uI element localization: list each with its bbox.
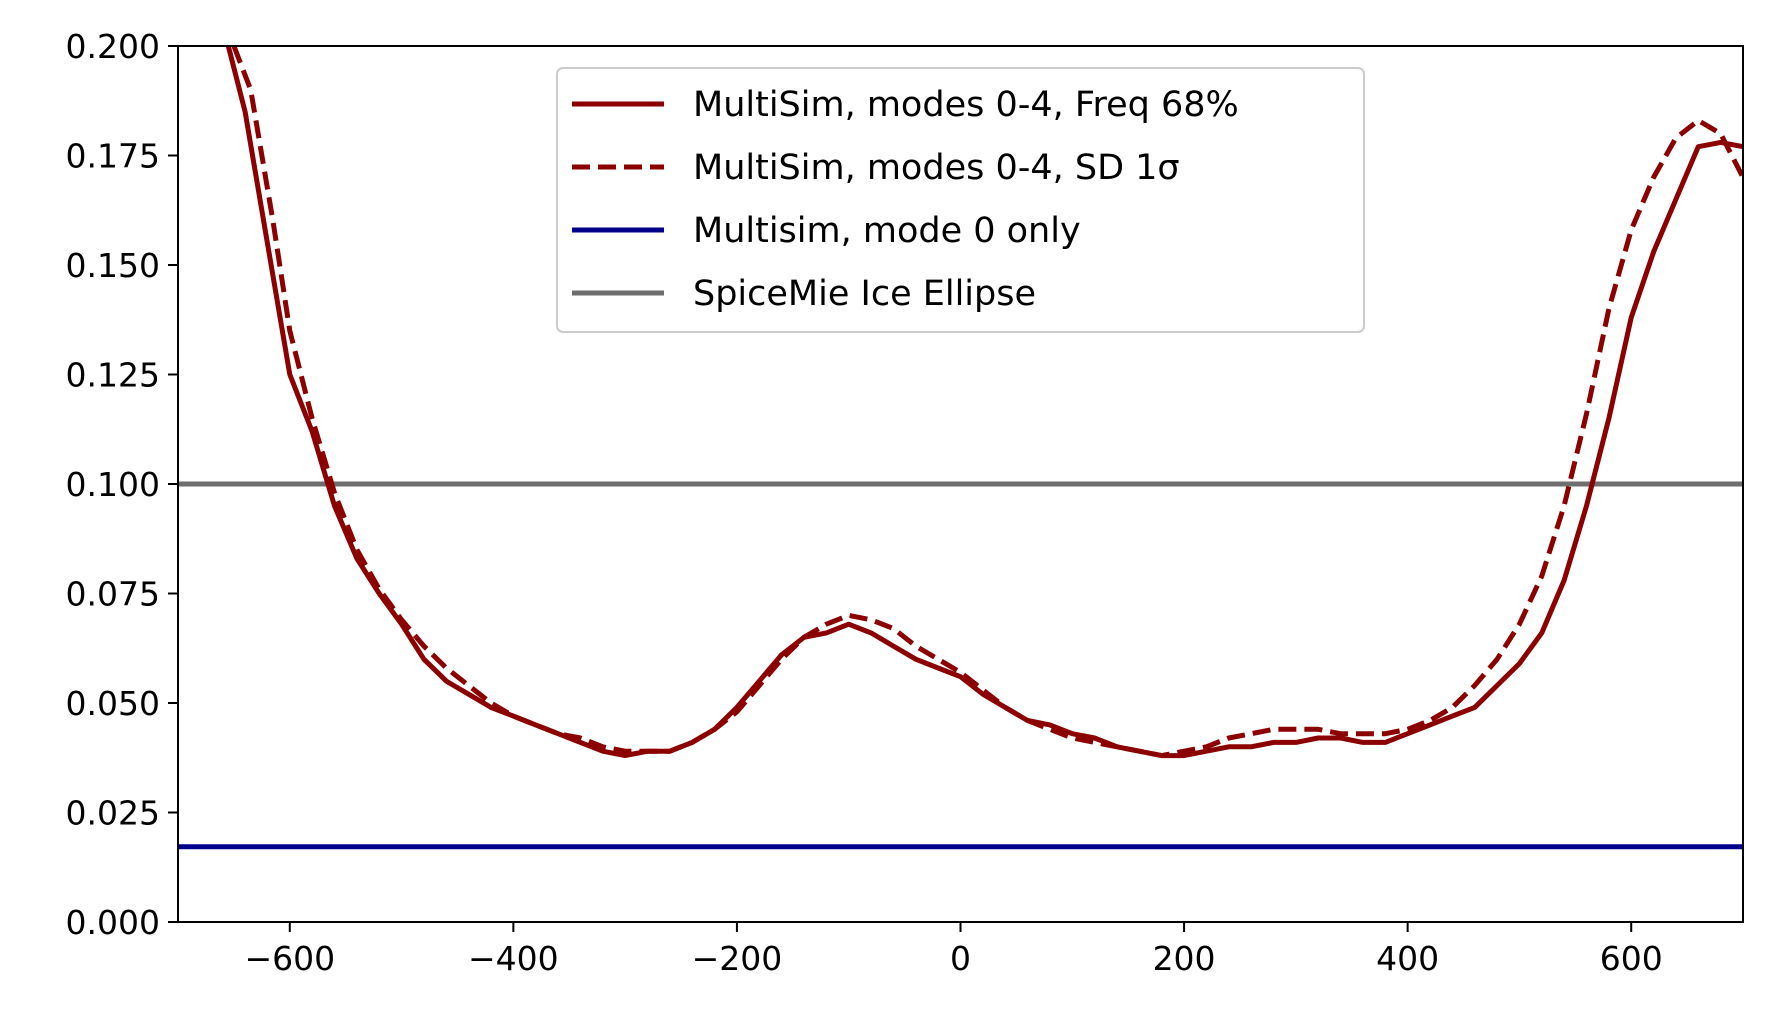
y-tick-label: 0.125 — [66, 356, 160, 395]
series-line-0 — [225, 46, 1743, 759]
x-tick-label: 400 — [1376, 939, 1439, 978]
legend-label-1: MultiSim, modes 0-4, SD 1σ — [693, 148, 1180, 188]
y-tick-label: 0.150 — [66, 246, 160, 285]
series-layer — [178, 46, 1743, 850]
x-tick-label: −200 — [692, 939, 783, 978]
y-tick-label: 0.075 — [66, 575, 160, 614]
x-tick-label: −400 — [468, 939, 559, 978]
x-tick-label: 0 — [950, 939, 971, 978]
axis-layer: −600 −400 −200 0 200 400 600 0.000 0.025 0.050 0.0… — [66, 27, 1663, 978]
x-tick-label: −600 — [244, 939, 335, 978]
legend-box — [556, 67, 1365, 333]
legend-label-0: MultiSim, modes 0-4, Freq 68% — [693, 85, 1239, 125]
legend: MultiSim, modes 0-4, Freq 68% MultiSim, m… — [556, 67, 1365, 333]
y-tick-label: 0.200 — [66, 27, 160, 66]
x-tick-label: 600 — [1600, 939, 1663, 978]
legend-label-3: SpiceMie Ice Ellipse — [693, 274, 1036, 314]
y-tick-label: 0.050 — [66, 684, 160, 723]
x-tick-label: 200 — [1153, 939, 1216, 978]
y-tick-label: 0.175 — [66, 137, 160, 176]
y-tick-label: 0.000 — [66, 903, 160, 942]
y-tick-label: 0.100 — [66, 465, 160, 504]
series-line-1 — [231, 46, 1743, 759]
y-tick-label: 0.025 — [66, 794, 160, 833]
legend-label-2: Multisim, mode 0 only — [693, 211, 1081, 251]
